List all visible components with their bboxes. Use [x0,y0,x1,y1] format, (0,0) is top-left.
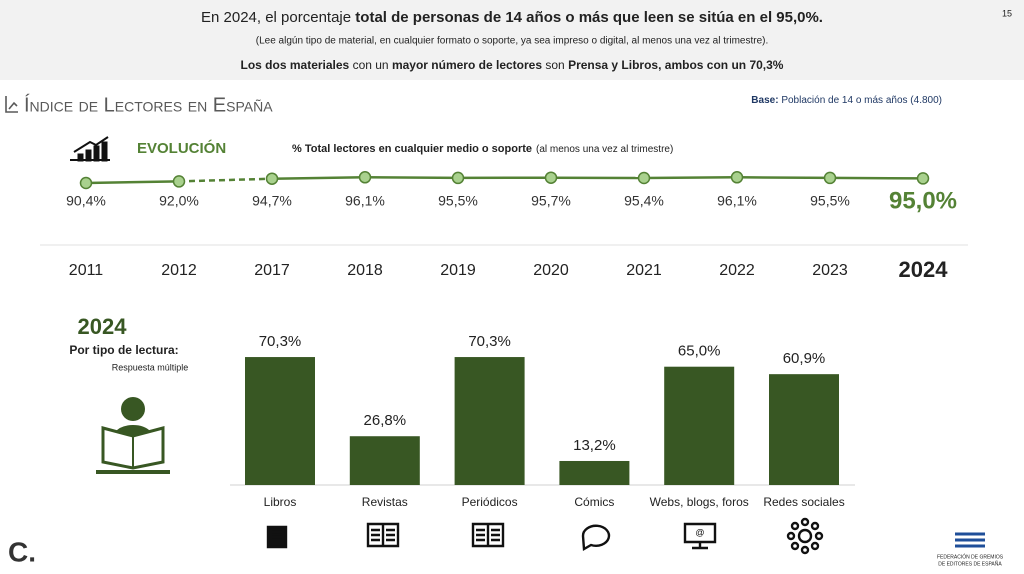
line-point [637,171,651,185]
value-label: 95,7% [531,193,571,209]
evolution-icon [70,136,110,162]
subtitle-text: % Total lectores en cualquier medio o so… [292,143,532,155]
chart-subtitle: Por tipo de lectura: [69,343,178,357]
header-text: con un [353,58,389,72]
header-line: (Lee algún tipo de material, en cualquie… [256,36,769,47]
x-tick-label: Periódicos [462,495,518,509]
value-label: 95,5% [438,193,478,209]
line-segment [178,177,273,183]
line-segment [364,176,459,180]
value-label: 96,1% [345,193,385,209]
x-tick-label: Cómics [574,495,614,509]
value-label: 94,7% [252,193,292,209]
base-label: Base: [751,95,778,106]
publisher-text: FEDERACIÓN DE GREMIOS [937,553,1004,560]
bar [769,374,839,485]
line-point [916,172,930,185]
bar [245,357,315,485]
chart-note: Respuesta múltiple [112,362,189,372]
value-label: 95,4% [624,193,664,209]
line-point [730,171,744,184]
header-text: Prensa y Libros, ambos con un 70,3% [568,58,784,72]
header-text: Los dos materiales [241,58,350,72]
chart-subtitle: % Total lectores en cualquier medio o so… [292,143,673,155]
value-label: 92,0% [159,193,199,209]
base-note: Base: Población de 14 o más años (4.800) [751,95,942,106]
value-label: 70,3% [468,333,511,350]
x-tick-label: 2011 [69,262,104,279]
publisher-text: DE EDITORES DE ESPAÑA [938,560,1002,567]
header-band [0,0,1024,80]
line-point [265,172,279,185]
header-text: total de personas de 14 años o más que l… [355,9,823,26]
line-point [358,171,372,184]
value-label: 95,5% [810,193,850,209]
line-point [544,171,558,184]
x-tick-label: Revistas [362,495,408,509]
base-text: Población de 14 o más años (4.800) [781,95,942,106]
header-text: En 2024, el porcentaje [201,9,351,26]
x-tick-label: 2022 [719,262,755,279]
header-text: son [545,58,564,72]
value-label: 95,0% [889,187,957,214]
x-tick-label: 2024 [899,257,949,282]
value-label: 96,1% [717,193,757,209]
value-label: 90,4% [66,193,106,209]
header-text: mayor número de lectores [392,58,542,72]
category-icons: @ [266,517,824,555]
publisher-logo: FEDERACIÓN DE GREMIOS DE EDITORES DE ESP… [937,532,1004,567]
line-point [823,171,837,185]
subtitle-note: (al menos una vez al trimestre) [536,144,673,155]
x-tick-label: 2017 [254,262,290,279]
header-line: Los dos materiales con un mayor número d… [241,58,784,72]
x-tick-label: Redes sociales [763,495,844,509]
chart-title: 2024 [78,314,128,339]
x-tick-label: Libros [264,495,297,509]
page-number: 15 [1002,8,1012,18]
icon-glyph: @ [695,527,704,537]
x-tick-label: 2018 [347,262,383,279]
reader-icon [96,397,170,474]
header-line: En 2024, el porcentaje total de personas… [201,9,823,26]
line-segment [643,176,738,180]
chart-title: EVOLUCIÓN [137,139,226,157]
x-tick-label: 2012 [161,262,197,279]
value-label: 26,8% [364,412,407,429]
x-tick-label: Webs, blogs, foros [650,495,749,509]
x-tick-label: 2023 [812,262,848,279]
x-tick-label: 2021 [626,262,662,279]
line-segment [736,176,831,180]
line-segment [271,176,366,180]
bar [349,436,420,485]
value-label: 60,9% [783,350,826,367]
x-tick-label: 2020 [533,262,569,279]
bar [664,366,735,485]
bar [454,357,525,485]
bar [559,460,630,485]
value-label: 13,2% [573,437,616,454]
value-label: 70,3% [259,333,302,350]
slide-title: Índice de Lectores en España [24,93,273,116]
line-point [172,175,186,188]
line-point [451,171,465,185]
line-segment [85,180,180,185]
brand-logo: C. [8,536,36,567]
line-point [79,176,93,190]
line-segment [829,176,924,180]
value-label: 65,0% [678,343,721,360]
title-icon [5,96,18,113]
x-tick-label: 2019 [440,262,476,279]
